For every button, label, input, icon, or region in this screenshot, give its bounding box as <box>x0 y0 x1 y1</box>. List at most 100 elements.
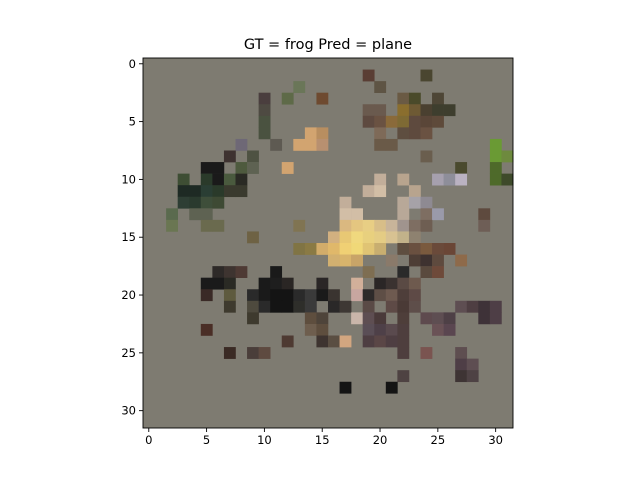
pixel-24-18 <box>420 266 433 278</box>
pixel-8-18 <box>235 266 248 278</box>
pixel-3-12 <box>177 196 190 209</box>
pixel-24-25 <box>420 347 433 359</box>
pixel-26-4 <box>443 104 456 117</box>
plot-frame <box>142 57 514 429</box>
y-tick-label-30: 30 <box>121 404 136 418</box>
pixel-21-21 <box>385 300 398 313</box>
pixel-12-20 <box>281 289 294 302</box>
pixel-20-22 <box>374 312 387 325</box>
pixel-23-5 <box>408 115 421 128</box>
pixel-19-20 <box>362 289 375 302</box>
pixel-7-19 <box>223 277 236 290</box>
pixel-14-6 <box>304 127 317 140</box>
pixel-11-18 <box>270 266 283 278</box>
pixel-17-28 <box>339 381 352 394</box>
pixel-14-7 <box>304 138 317 151</box>
pixel-7-11 <box>223 185 236 198</box>
x-tick-label-30: 30 <box>488 433 503 447</box>
pixel-25-18 <box>432 266 444 278</box>
pixel-9-9 <box>247 162 259 174</box>
pixel-10-3 <box>258 92 271 105</box>
pixel-17-24 <box>339 335 352 348</box>
pixel-31-8 <box>501 150 514 163</box>
pixel-11-21 <box>270 300 283 313</box>
pixel-22-12 <box>397 196 410 209</box>
pixel-10-21 <box>258 300 271 313</box>
pixel-30-10 <box>489 173 502 186</box>
pixel-15-20 <box>316 289 329 302</box>
pixel-20-5 <box>374 115 387 128</box>
pixel-7-20 <box>223 289 236 302</box>
pixel-23-11 <box>408 185 421 198</box>
x-tick-label-0: 0 <box>145 433 152 447</box>
pixel-3-10 <box>177 173 190 186</box>
pixel-21-20 <box>385 289 398 302</box>
pixel-17-12 <box>339 196 352 209</box>
pixel-19-22 <box>362 312 375 325</box>
pixel-17-13 <box>339 208 352 221</box>
pixel-17-15 <box>339 231 352 244</box>
pixel-19-24 <box>362 335 375 348</box>
pixel-23-4 <box>408 104 421 117</box>
pixel-21-24 <box>385 335 398 348</box>
pixel-12-9 <box>281 162 294 174</box>
pixel-19-15 <box>362 231 375 244</box>
x-tick-label-20: 20 <box>373 433 388 447</box>
pixel-24-8 <box>420 150 433 163</box>
pixel-20-19 <box>374 277 387 290</box>
pixel-9-15 <box>247 231 259 244</box>
pixel-22-6 <box>397 127 410 140</box>
pixel-16-24 <box>328 335 340 348</box>
x-tick-label-25: 25 <box>431 433 446 447</box>
pixel-18-17 <box>351 254 363 267</box>
pixel-6-9 <box>212 162 225 174</box>
pixel-26-10 <box>443 173 456 186</box>
pixel-11-7 <box>270 138 283 151</box>
pixel-8-10 <box>235 173 248 186</box>
pixel-28-21 <box>466 300 479 313</box>
pixel-14-16 <box>304 243 317 255</box>
pixel-18-16 <box>351 243 363 255</box>
pixel-20-11 <box>374 185 387 198</box>
pixel-22-18 <box>397 266 410 278</box>
pixel-21-17 <box>385 254 398 267</box>
pixel-5-19 <box>200 277 213 290</box>
pixel-6-11 <box>212 185 225 198</box>
pixel-24-13 <box>420 208 433 221</box>
pixel-25-17 <box>432 254 444 267</box>
pixel-15-19 <box>316 277 329 290</box>
pixel-5-10 <box>200 173 213 186</box>
pixel-18-19 <box>351 277 363 290</box>
pixel-17-17 <box>339 254 352 267</box>
pixel-12-19 <box>281 277 294 290</box>
pixel-30-22 <box>489 312 502 325</box>
pixel-14-20 <box>304 289 317 302</box>
pixel-10-20 <box>258 289 271 302</box>
pixel-18-20 <box>351 289 363 302</box>
pixel-15-24 <box>316 335 329 348</box>
pixel-27-25 <box>455 347 468 359</box>
pixel-7-8 <box>223 150 236 163</box>
pixel-24-22 <box>420 312 433 325</box>
pixel-22-15 <box>397 231 410 244</box>
pixel-15-16 <box>316 243 329 255</box>
pixel-21-23 <box>385 323 398 336</box>
pixel-16-16 <box>328 243 340 255</box>
pixel-22-27 <box>397 370 410 383</box>
pixel-15-7 <box>316 138 329 151</box>
pixel-20-4 <box>374 104 387 117</box>
pixel-28-26 <box>466 358 479 371</box>
pixel-22-20 <box>397 289 410 302</box>
pixel-20-10 <box>374 173 387 186</box>
pixel-6-12 <box>212 196 225 209</box>
pixel-20-6 <box>374 127 387 140</box>
pixel-24-12 <box>420 196 433 209</box>
pixel-13-7 <box>293 138 306 151</box>
pixel-24-6 <box>420 127 433 140</box>
pixel-10-4 <box>258 104 271 117</box>
pixel-6-14 <box>212 219 225 232</box>
pixel-7-25 <box>223 347 236 359</box>
pixel-22-24 <box>397 335 410 348</box>
pixel-13-21 <box>293 300 306 313</box>
pixel-14-23 <box>304 323 317 336</box>
